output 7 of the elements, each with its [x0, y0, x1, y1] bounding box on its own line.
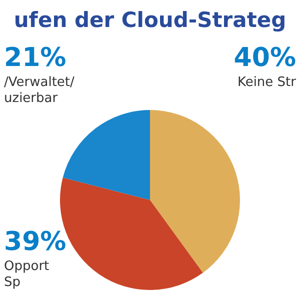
chart-title: ufen der Cloud-Strateg — [12, 7, 288, 34]
slice-label: Keine Str — [237, 74, 297, 90]
data-label: 40% — [234, 42, 296, 73]
data-label: 39% — [4, 226, 66, 257]
data-label: 21% — [4, 42, 66, 73]
slice-label: Opport Sp — [4, 258, 50, 290]
slice-label: /Verwaltet/ uzierbar — [4, 74, 76, 106]
